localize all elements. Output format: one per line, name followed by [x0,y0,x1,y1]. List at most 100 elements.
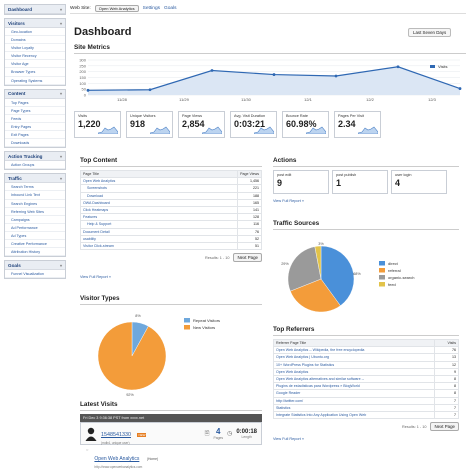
sidebar-item[interactable]: Visitor Recency [5,52,65,61]
settings-link[interactable]: Settings [142,6,161,11]
page-link[interactable]: OWA Dashboard [83,200,110,205]
table-row[interactable]: Open Web Analytics -- Wikipedia, the fre… [273,346,459,355]
referrer-next-page-button[interactable]: Next Page [430,422,459,432]
sidebar-section-header[interactable]: Content ▾ [5,89,65,99]
pie-slice[interactable] [287,246,322,292]
sidebar-section-header[interactable]: Goals ▾ [5,261,65,271]
sidebar-item[interactable]: Operating Systems [5,76,65,85]
table-row[interactable]: Open Web Analytics 1,456 [80,177,262,186]
metric-box[interactable]: Unique Visitors 918 [126,111,173,138]
referrer-link[interactable]: 10+ WordPress Plugins for Statistics [276,362,335,367]
metric-box[interactable]: Pages Per Visit 2.34 [334,111,381,138]
metric-box[interactable]: Visits 1,220 [74,111,121,138]
date-range-button[interactable]: Last Seven Days [408,28,452,37]
referrer-link[interactable]: Open Web Analytics -- Wikipedia, the fre… [276,348,365,353]
page-link[interactable]: Features [83,215,98,220]
sidebar-item[interactable]: Creative Performance [5,239,65,249]
page-title-header[interactable]: Page Title [80,169,238,179]
visits-point[interactable] [334,74,338,78]
sidebar-item[interactable]: Campaigns [5,215,65,224]
table-row[interactable]: http://twitter.com/7 [273,396,459,405]
referrer-title-header[interactable]: Referrer Page Title [273,338,435,348]
sidebar-item[interactable]: Downloads [5,139,65,148]
chevron-down-icon[interactable]: ▾ [59,262,62,268]
chevron-down-icon[interactable]: ▾ [59,175,62,181]
next-page-button[interactable]: Next Page [233,253,262,263]
table-row[interactable]: Statistics 7 [273,403,459,412]
chevron-down-icon[interactable]: ▾ [59,91,62,97]
visits-point[interactable] [396,65,400,69]
sidebar-item[interactable]: Geo-location [5,28,65,37]
table-row[interactable]: Visitor Click-stream 51 [80,241,262,251]
pie-slice[interactable] [290,278,341,313]
page-link[interactable]: Visitor Click-stream [83,243,114,248]
visits-point[interactable] [148,88,152,92]
visits-point[interactable] [210,69,214,72]
sidebar-item[interactable]: Referring Web Sites [5,207,65,216]
visits-point[interactable] [272,73,276,76]
sidebar-item[interactable]: Domains [5,36,65,45]
page-link[interactable]: Open Web Analytics [83,179,116,184]
metric-box[interactable]: Avg. Visit Duration 0:03:21 [230,111,277,138]
referrer-link[interactable]: Integrate Statistics Into Any Applicatio… [276,412,367,417]
table-row[interactable]: Plugins de estadísticas para Wordpress »… [273,382,459,391]
sidebar-item[interactable]: Attribution History [5,248,65,257]
table-row[interactable]: Google Reader 8 [273,389,459,398]
sidebar-item[interactable]: Funnel Visualization [5,270,65,279]
referrer-link[interactable]: Open Web Analytics | Ubuntu.org [276,355,330,360]
action-box[interactable]: post publish 1 [332,170,388,194]
goals-link[interactable]: Goals [164,6,177,11]
sidebar-item[interactable]: Entry Pages [5,122,65,132]
pie-slice[interactable] [320,245,355,306]
metric-box[interactable]: Page Views 2,854 [178,111,225,138]
table-row[interactable]: Open Web Analytics | Ubuntu.org 13 [273,353,459,362]
visitor-id-link[interactable]: 1548541330 [101,431,131,438]
table-row[interactable]: Integrate Statistics Into Any Applicatio… [273,410,459,420]
sidebar-item[interactable]: Visitor Age [5,60,65,69]
table-row[interactable]: Document Detail 76 [80,227,262,236]
visits-point[interactable] [86,88,90,92]
visited-page-link[interactable]: Open Web Analytics [94,456,140,462]
table-row[interactable]: Features 128 [80,213,262,222]
referrers-full-report-link[interactable]: View Full Report » [273,437,304,442]
referrer-visits-header[interactable]: Visits [434,338,459,348]
sidebar-item[interactable]: Search Terms [5,183,65,192]
page-link[interactable]: Download [87,193,103,198]
website-select[interactable]: Open Web Analytics [94,5,139,12]
referrer-link[interactable]: Plugins de estadísticas para Wordpress »… [276,384,360,389]
sidebar-item[interactable]: Visitor Loyalty [5,44,65,53]
table-row[interactable]: usability 52 [80,234,262,243]
chevron-down-icon[interactable]: ▾ [59,20,62,26]
sidebar-item[interactable]: Exit Pages [5,131,65,140]
page-link[interactable]: usability [83,236,96,241]
visits-point[interactable] [458,87,462,90]
view-full-report-link[interactable]: View Full Report » [80,275,111,280]
table-row[interactable]: Open Web Analytics 9 [273,367,459,376]
page-link[interactable]: Document Detail [83,229,110,234]
chevron-down-icon[interactable]: ▾ [59,6,62,12]
table-row[interactable]: Download 188 [80,191,262,200]
sidebar-item[interactable]: Search Engines [5,199,65,208]
pie-slice[interactable] [314,245,322,280]
actions-full-report-link[interactable]: View Full Report » [273,199,304,203]
sidebar-section-header[interactable]: Traffic ▾ [5,174,65,184]
action-box[interactable]: post edit 9 [273,170,329,194]
chevron-down-icon[interactable]: ▾ [59,153,62,159]
sidebar-item[interactable]: Ad Types [5,231,65,240]
metric-box[interactable]: Bounce Rate 60.98% [282,111,329,138]
referrer-link[interactable]: Statistics [276,405,291,410]
page-link[interactable]: Click Heatmaps [83,208,109,213]
referrer-link[interactable]: Google Reader [276,391,301,396]
table-row[interactable]: 10+ WordPress Plugins for Statistics 12 [273,360,459,369]
table-row[interactable]: Screenshots 221 [80,184,262,193]
table-row[interactable]: OWA Dashboard 165 [80,198,262,207]
referrer-link[interactable]: Open Web Analytics alternatives and simi… [276,377,365,382]
pie-slice[interactable] [97,321,167,391]
sidebar-item[interactable]: Feeds [5,114,65,123]
sidebar-item[interactable]: Page Types [5,106,65,115]
referrer-link[interactable]: http://twitter.com/ [276,398,304,403]
sidebar-item[interactable]: Browser Types [5,68,65,77]
sidebar-item[interactable]: Top Pages [5,98,65,107]
referrer-link[interactable]: Open Web Analytics [276,369,309,374]
sidebar-item[interactable]: Ad Performance [5,223,65,232]
